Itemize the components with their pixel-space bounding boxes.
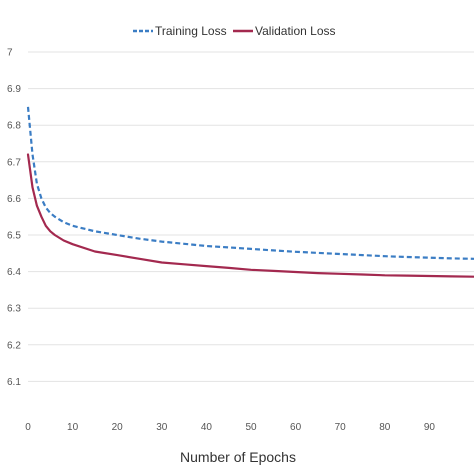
x-tick-labels: 0 10 20 30 40 50 60 70 80 90 xyxy=(25,422,435,433)
x-tick-label: 0 xyxy=(25,422,31,433)
series-lines xyxy=(26,106,474,278)
y-tick-label: 6.2 xyxy=(7,340,21,351)
x-tick-label: 30 xyxy=(156,422,168,433)
x-tick-label: 90 xyxy=(424,422,436,433)
y-tick-label: 6.3 xyxy=(7,304,21,315)
y-tick-label: 6.4 xyxy=(7,267,21,278)
x-tick-label: 10 xyxy=(67,422,79,433)
series-line xyxy=(26,153,474,278)
x-tick-label: 60 xyxy=(290,422,302,433)
x-tick-label: 80 xyxy=(379,422,391,433)
grid-lines xyxy=(28,51,474,382)
y-tick-label: 7 xyxy=(7,48,13,59)
x-tick-label: 40 xyxy=(201,422,213,433)
x-tick-label: 20 xyxy=(112,422,124,433)
legend-label: Training Loss xyxy=(155,24,227,38)
x-tick-label: 50 xyxy=(245,422,257,433)
y-tick-label: 6.1 xyxy=(7,377,21,388)
y-tick-labels: 6.1 6.2 6.3 6.4 6.5 6.6 6.7 6.8 6.9 7 xyxy=(7,48,21,388)
y-tick-label: 6.7 xyxy=(7,157,21,168)
y-tick-label: 6.5 xyxy=(7,231,21,242)
legend-label: Validation Loss xyxy=(255,24,336,38)
x-tick-label: 70 xyxy=(335,422,347,433)
y-tick-label: 6.8 xyxy=(7,121,21,132)
series-line xyxy=(26,106,474,260)
y-tick-label: 6.6 xyxy=(7,194,21,205)
legend: Training Loss Validation Loss xyxy=(133,24,336,38)
y-tick-label: 6.9 xyxy=(7,84,21,95)
x-axis-label: Number of Epochs xyxy=(180,449,296,465)
